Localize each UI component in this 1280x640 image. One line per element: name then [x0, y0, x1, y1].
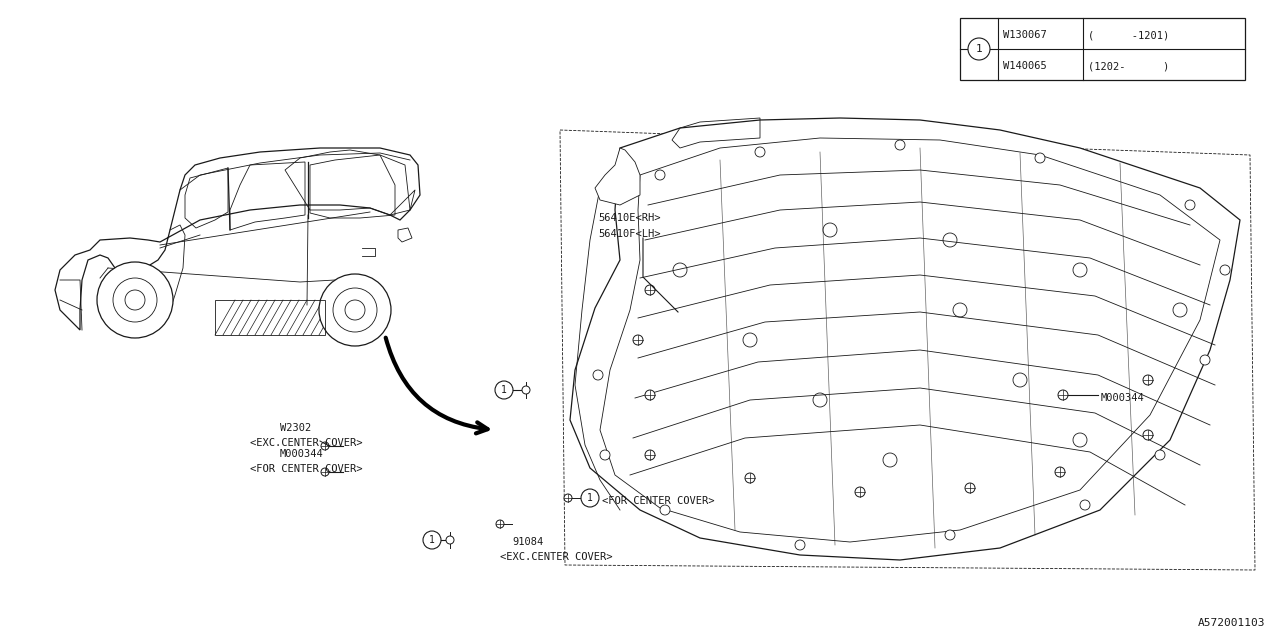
- Text: W140065: W140065: [1004, 61, 1047, 71]
- Circle shape: [645, 390, 655, 400]
- Circle shape: [1143, 375, 1153, 385]
- Text: W130067: W130067: [1004, 30, 1047, 40]
- Circle shape: [1155, 450, 1165, 460]
- Bar: [960, 18, 1245, 80]
- Circle shape: [1220, 265, 1230, 275]
- Circle shape: [895, 140, 905, 150]
- Text: M000344: M000344: [1101, 393, 1144, 403]
- Circle shape: [497, 520, 504, 528]
- Text: 91084: 91084: [512, 537, 543, 547]
- Text: <EXC.CENTER COVER>: <EXC.CENTER COVER>: [500, 552, 613, 562]
- Circle shape: [581, 489, 599, 507]
- Text: 1: 1: [429, 535, 435, 545]
- Circle shape: [945, 530, 955, 540]
- Circle shape: [1059, 390, 1068, 400]
- Text: <FOR CENTER COVER>: <FOR CENTER COVER>: [250, 464, 362, 474]
- Circle shape: [1036, 153, 1044, 163]
- Circle shape: [655, 170, 666, 180]
- Circle shape: [855, 487, 865, 497]
- Circle shape: [1201, 355, 1210, 365]
- Circle shape: [564, 494, 572, 502]
- Circle shape: [660, 505, 669, 515]
- Circle shape: [495, 381, 513, 399]
- Text: 1: 1: [975, 44, 982, 54]
- Text: A572001103: A572001103: [1198, 618, 1265, 628]
- Circle shape: [968, 38, 989, 60]
- Circle shape: [645, 285, 655, 295]
- Circle shape: [1143, 430, 1153, 440]
- Text: (      -1201): ( -1201): [1088, 30, 1169, 40]
- Polygon shape: [595, 148, 640, 205]
- Circle shape: [634, 335, 643, 345]
- Circle shape: [795, 540, 805, 550]
- Bar: [215, 300, 325, 335]
- Text: <FOR CENTER COVER>: <FOR CENTER COVER>: [602, 496, 714, 506]
- Circle shape: [755, 147, 765, 157]
- Circle shape: [965, 483, 975, 493]
- Circle shape: [645, 450, 655, 460]
- Circle shape: [97, 262, 173, 338]
- Circle shape: [321, 442, 329, 450]
- Circle shape: [1080, 500, 1091, 510]
- Circle shape: [745, 473, 755, 483]
- Circle shape: [1185, 200, 1196, 210]
- Text: 1: 1: [588, 493, 593, 503]
- Circle shape: [1055, 467, 1065, 477]
- Circle shape: [319, 274, 390, 346]
- Circle shape: [522, 386, 530, 394]
- Polygon shape: [570, 118, 1240, 560]
- Circle shape: [445, 536, 454, 544]
- Circle shape: [600, 450, 611, 460]
- Text: 56410F<LH>: 56410F<LH>: [598, 229, 660, 239]
- Text: M000344: M000344: [280, 449, 324, 459]
- Text: 56410E<RH>: 56410E<RH>: [598, 213, 660, 223]
- Text: (1202-      ): (1202- ): [1088, 61, 1169, 71]
- Text: 1: 1: [500, 385, 507, 395]
- Circle shape: [593, 370, 603, 380]
- Text: <EXC.CENTER COVER>: <EXC.CENTER COVER>: [250, 438, 362, 448]
- Text: W2302: W2302: [280, 423, 311, 433]
- Circle shape: [321, 468, 329, 476]
- Circle shape: [422, 531, 442, 549]
